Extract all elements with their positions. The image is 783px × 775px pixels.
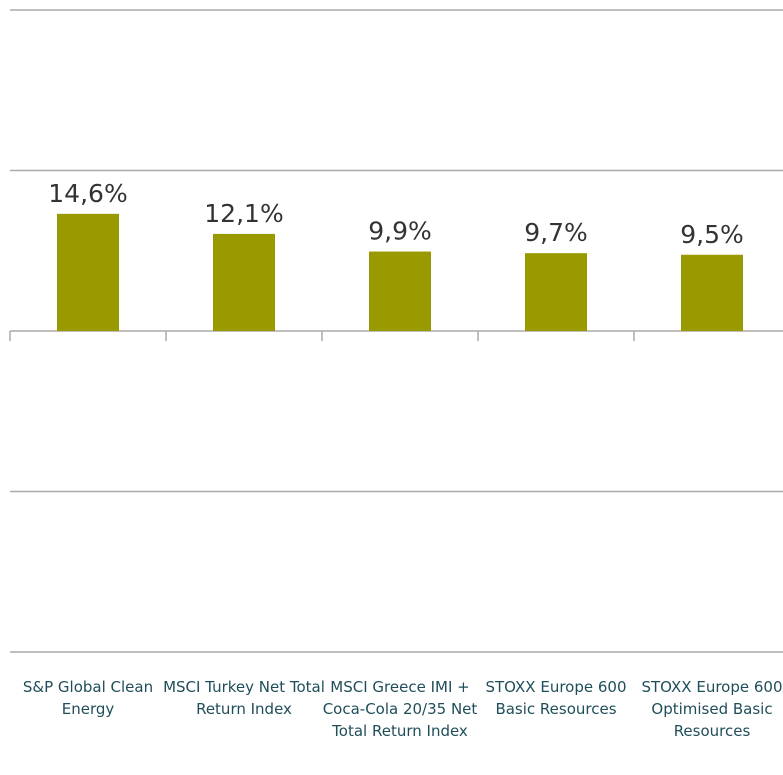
- value-label: 12,1%: [204, 199, 283, 228]
- x-tick-label: MSCI Greece IMI + Coca-Cola 20/35 Net To…: [322, 678, 478, 740]
- bar: [681, 254, 743, 331]
- x-tick-label: MSCI Turkey Net Total Return Index: [163, 678, 325, 718]
- value-label: 14,6%: [48, 179, 127, 208]
- value-label: 9,5%: [680, 220, 744, 249]
- bar: [369, 251, 431, 331]
- bar: [525, 253, 587, 331]
- x-tick-label: STOXX Europe 600 Basic Resources: [485, 678, 627, 718]
- value-label: 9,9%: [368, 217, 432, 246]
- value-label: 9,7%: [524, 218, 588, 247]
- bar: [57, 213, 119, 331]
- x-tick-label: S&P Global Clean Energy: [22, 678, 154, 718]
- bar: [213, 233, 275, 331]
- x-tick-label: STOXX Europe 600 Optimised Basic Resourc…: [641, 678, 783, 740]
